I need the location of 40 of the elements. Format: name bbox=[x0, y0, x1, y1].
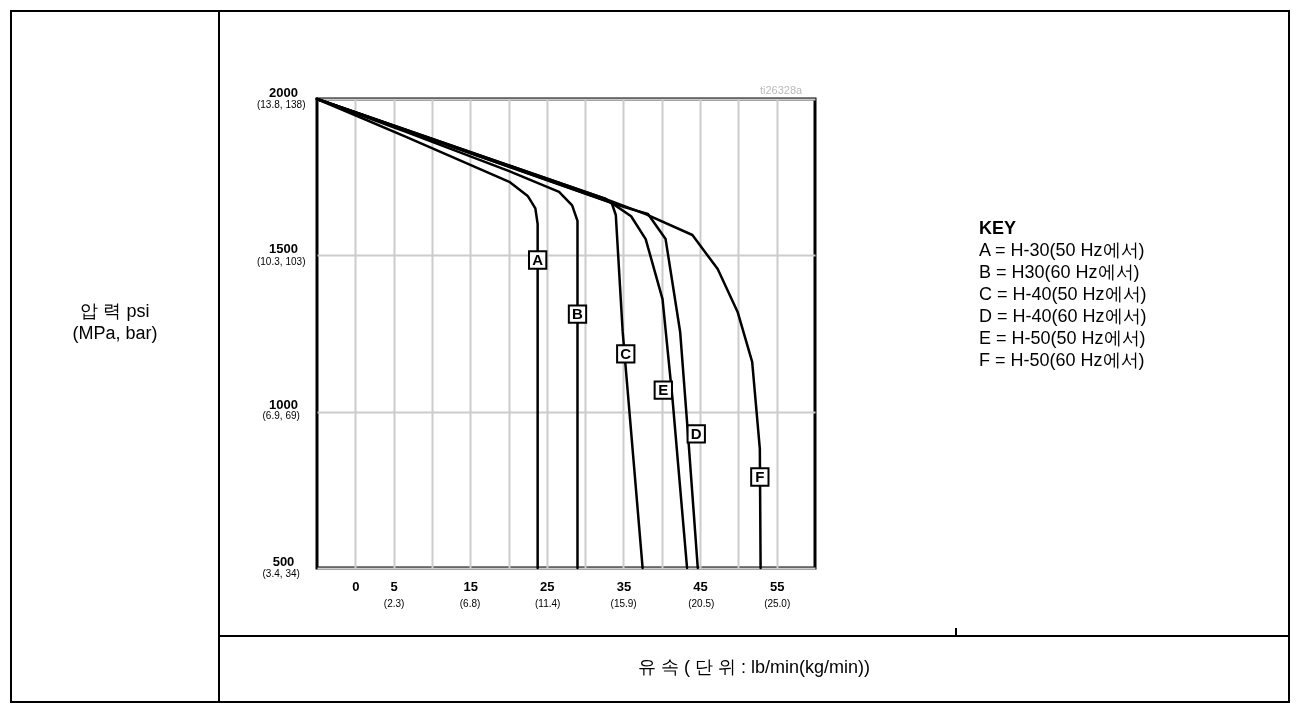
x-axis-title: 유 속 ( 단 위 : lb/min(kg/min)) bbox=[637, 656, 871, 679]
text: D = H-40(60 Hz에서) bbox=[979, 305, 1148, 327]
text: C = H-40(50 Hz에서) bbox=[979, 283, 1148, 305]
x2-tick-label: (15.9) bbox=[610, 597, 637, 609]
annotation: D bbox=[690, 424, 702, 442]
y2-tick-label: (13.8, bbox=[256, 98, 283, 110]
x2-tick-label: (11.4) bbox=[534, 597, 561, 609]
text: 압 력 psi (MPa, bar) bbox=[12, 12, 220, 701]
x2-tick-label: (6.8) bbox=[459, 597, 481, 609]
x-tick-label: 0 bbox=[352, 578, 360, 594]
text: F = H-50(60 Hz에서) bbox=[979, 349, 1146, 371]
x-tick-label: 55 bbox=[769, 578, 785, 594]
text: B = H30(60 Hz에서) bbox=[979, 261, 1141, 283]
y-tick-label: 2000 bbox=[269, 84, 298, 100]
text: E = H-50(50 Hz에서) bbox=[979, 327, 1147, 349]
text: ti26328a bbox=[760, 84, 803, 96]
y2-tick-label: (6.9, bbox=[262, 409, 283, 421]
annotation: A bbox=[532, 251, 544, 269]
annotation: F bbox=[755, 468, 765, 486]
x2-tick-label: (25.0) bbox=[764, 597, 791, 609]
y3-tick-label: 138) bbox=[285, 98, 306, 110]
x-tick-label: 5 bbox=[390, 578, 398, 594]
y-tick-label: 1500 bbox=[269, 240, 298, 256]
x-tick-label: 35 bbox=[616, 578, 632, 594]
y3-tick-label: 34) bbox=[285, 567, 300, 579]
y-tick-label: 500 bbox=[272, 553, 295, 569]
text: A = H-30(50 Hz에서) bbox=[979, 239, 1146, 261]
x-tick-label: 45 bbox=[693, 578, 708, 594]
y2-tick-label: (3.4, bbox=[262, 567, 283, 579]
y3-tick-label: 69) bbox=[285, 409, 300, 421]
annotation: B bbox=[572, 305, 584, 323]
annotation: E bbox=[658, 381, 669, 399]
x-tick-label: 15 bbox=[463, 578, 478, 594]
y3-tick-label: 103) bbox=[285, 256, 306, 268]
y2-tick-label: (10.3, bbox=[256, 256, 283, 268]
x-tick-label: 25 bbox=[540, 578, 555, 594]
x2-tick-label: (2.3) bbox=[383, 597, 405, 609]
annotation: C bbox=[620, 344, 632, 362]
text: KEY bbox=[979, 217, 1017, 239]
x2-tick-label: (20.5) bbox=[688, 597, 715, 609]
